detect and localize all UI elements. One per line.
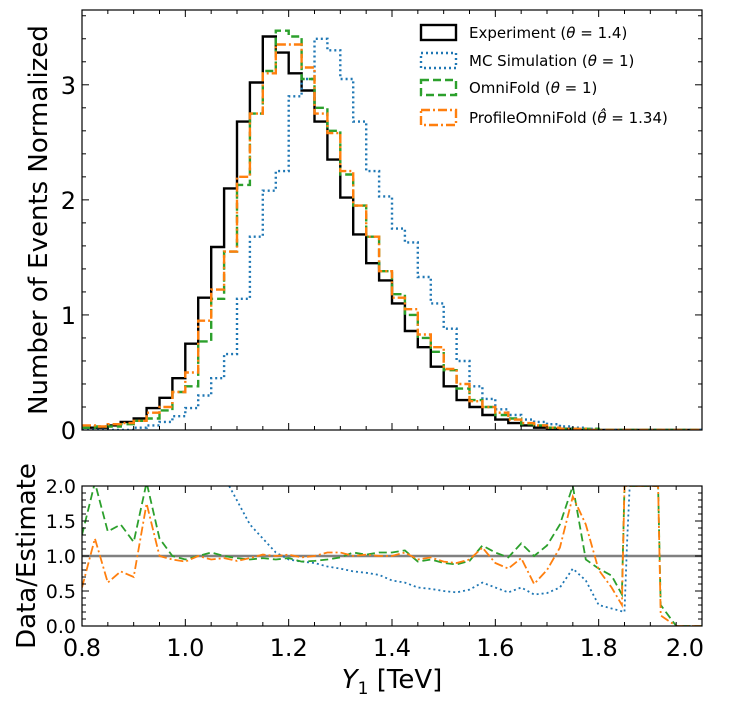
main-y-tick-label: 0 <box>61 417 76 445</box>
ratio-ticks: 0.0 0.5 1.0 1.5 2.0 0.8 1.0 1.2 1.4 1.6 1.8 2.0 <box>46 476 704 662</box>
x-tick-label: 1.0 <box>166 634 204 662</box>
x-tick-label: 1.2 <box>270 634 308 662</box>
legend-label-experiment: Experiment (θ = 1.4) <box>469 24 627 42</box>
ratio-y-tick-label: 2.0 <box>46 476 76 498</box>
legend: Experiment (θ = 1.4) MC Simulation (θ = 1… <box>419 23 668 127</box>
legend-label-profileomnifold: ProfileOmniFold (θ̂ = 1.34) <box>469 107 668 127</box>
x-axis-label-subscript: 1 <box>358 679 369 699</box>
x-tick-label: 1.6 <box>476 634 514 662</box>
ratio-y-axis-label: Data/Estimate <box>12 463 42 649</box>
ratio-y-tick-label: 1.0 <box>46 546 76 568</box>
ratio-line-mc-simulation <box>228 486 633 614</box>
x-tick-label: 1.8 <box>580 634 618 662</box>
x-tick-label: 0.8 <box>63 634 101 662</box>
ratio-y-tick-label: 0.5 <box>46 581 76 603</box>
x-tick-label: 1.4 <box>373 634 411 662</box>
legend-label-omnifold: OmniFold (θ = 1) <box>469 79 597 97</box>
main-y-tick-label: 3 <box>61 72 76 100</box>
x-tick-label: 2.0 <box>666 634 704 662</box>
legend-swatch-experiment <box>419 23 458 42</box>
x-axis-label: Y1 [TeV] <box>342 665 443 699</box>
x-axis-label-symbol: Y <box>342 665 360 695</box>
ratio-y-tick-label: 1.5 <box>46 511 76 533</box>
main-plot-area <box>82 10 702 430</box>
ratio-series-group <box>82 486 702 626</box>
x-axis-label-unit: [TeV] <box>368 665 442 695</box>
ratio-y-tick-label: 0.0 <box>46 616 76 638</box>
main-y-axis-label: Number of Events Normalized <box>24 25 54 415</box>
main-y-tick-label: 2 <box>61 187 76 215</box>
main-y-tick-label: 1 <box>61 302 76 330</box>
main-axes-frame <box>81 9 703 431</box>
legend-swatch-omnifold <box>419 78 458 97</box>
legend-swatch-profileomnifold <box>419 108 458 127</box>
ratio-line-omnifold <box>82 486 702 626</box>
series-line-mc-simulation <box>82 37 702 430</box>
main-ticks: 0 1 2 3 <box>61 10 703 445</box>
ratio-axes-frame <box>81 485 703 627</box>
legend-label-mc-simulation: MC Simulation (θ = 1) <box>469 52 634 70</box>
